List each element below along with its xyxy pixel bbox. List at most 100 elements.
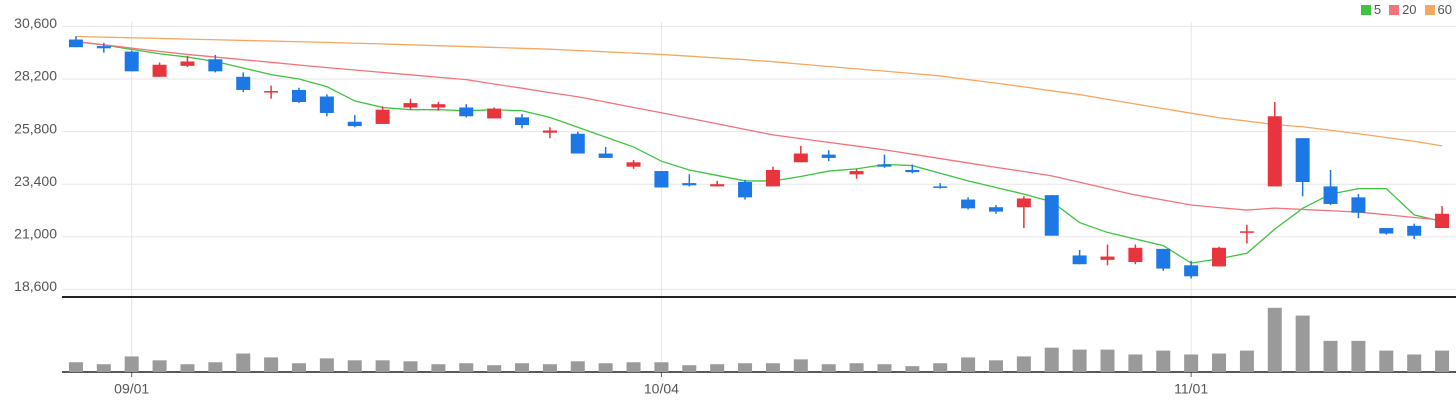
volume-bar [1323,340,1338,372]
volume-bar [1212,353,1227,372]
volume-bar [738,363,753,372]
volume-bar [1156,350,1171,372]
volume-bar [515,363,530,372]
volume-bar [961,357,976,372]
candle-body [1379,228,1394,234]
candle-body [877,164,892,167]
volume-bar [682,365,697,372]
candle-body [1239,231,1254,233]
candle-body [542,130,557,133]
candle-body [793,153,808,163]
y-tick-label: 30,600 [14,15,57,31]
volume-bar [291,363,306,372]
candle-body [654,171,669,188]
candle-body [347,121,362,127]
candle-body [626,162,641,167]
legend-label: 20 [1402,2,1417,17]
volume-bar [849,363,864,372]
volume-bar [1267,307,1282,372]
candle-body [487,108,502,119]
volume-bar [877,364,892,372]
x-tick-label: 09/01 [114,381,149,397]
x-tick-label: 10/04 [644,381,679,397]
legend-item[interactable]: 20 [1389,2,1417,17]
candle-body [68,39,83,48]
candle-body [682,183,697,186]
candle-body [291,89,306,103]
volume-bar [793,359,808,372]
legend: 5 20 60 [1360,2,1452,17]
volume-bar [1407,354,1422,372]
volume-bar [1435,350,1450,372]
y-tick-label: 23,400 [14,173,57,189]
volume-bar [347,360,362,372]
candle-body [933,186,948,188]
candle-body [710,184,725,187]
y-tick-label: 21,000 [14,226,57,242]
volume-bar [264,357,279,372]
candle-body [1128,247,1143,263]
volume-bar [180,364,195,372]
volume-bar [1351,340,1366,372]
candle-body [849,171,864,175]
candle-body [1267,116,1282,187]
candle-body [961,199,976,209]
candle-body [988,207,1003,212]
candle-body [1044,195,1059,236]
candle-body [208,59,223,72]
candle-body [570,133,585,154]
volume-bar [319,358,334,372]
candle-body [236,76,251,90]
candle-body [403,103,418,108]
volume-bar [236,353,251,372]
legend-item[interactable]: 5 [1360,2,1382,17]
candle-body [264,91,279,93]
volume-bar [124,356,139,372]
y-tick-label: 18,600 [14,278,57,294]
volume-bar [459,363,474,372]
volume-bar [152,360,167,372]
x-tick-label: 11/01 [1174,381,1208,397]
moving-average-line [75,40,1443,221]
volume-bar [821,364,836,372]
volume-bar [1184,354,1199,372]
volume-bar [1295,315,1310,372]
volume-bar [208,362,223,372]
y-tick-label: 28,200 [14,68,57,84]
volume-bar [933,363,948,372]
moving-average-line [75,41,1443,264]
candle-body [765,169,780,187]
legend-swatch [1389,4,1400,15]
volume-bar [542,364,557,372]
legend-item[interactable]: 60 [1424,2,1452,17]
candle-body [738,182,753,198]
volume-bar [570,361,585,372]
candle-body [515,117,530,126]
volume-bar [1128,354,1143,372]
candle-body [1295,138,1310,183]
candle-body [96,46,111,49]
legend-label: 5 [1373,2,1382,17]
volume-bar [710,364,725,372]
legend-swatch [1424,4,1435,15]
legend-label: 60 [1437,2,1452,17]
volume-bar [431,364,446,372]
candle-body [1100,256,1115,260]
volume-bar [988,360,1003,372]
volume-bar [765,363,780,372]
candle-body [1156,248,1171,269]
candle-body [1323,186,1338,204]
candle-body [1212,247,1227,267]
candle-body [124,51,139,72]
volume-bar [403,361,418,372]
candle-body [821,154,836,158]
candle-body [1072,255,1087,265]
candle-body [1407,225,1422,236]
y-tick-label: 25,800 [14,120,57,136]
candle-body [598,153,613,158]
candle-body [1351,197,1366,213]
volume-bar [68,362,83,372]
volume-bar [96,364,111,372]
